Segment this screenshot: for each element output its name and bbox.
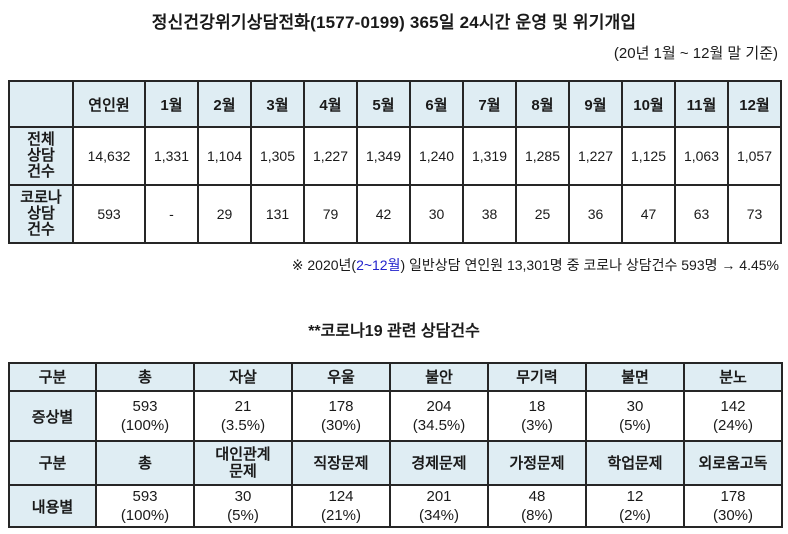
data-cell: 1,063 [674,126,729,186]
column-header-cell: 불면 [585,362,685,392]
data-cell: 79 [303,184,358,244]
data-cell: 178 (30%) [683,484,783,528]
page-title: 정신건강위기상담전화(1577-0199) 365일 24시간 운영 및 위기개… [151,13,637,32]
column-header-cell: 외로움고독 [683,440,783,486]
data-cell: 38 [462,184,517,244]
column-header-cell: 학업문제 [585,440,685,486]
column-header-cell: 7월 [462,80,517,128]
data-cell: 1,285 [515,126,570,186]
note-suffix: ) 일반상담 연인원 13,301명 중 코로나 상담건수 593명 → 4.4… [400,257,779,273]
column-header-cell: 6월 [409,80,464,128]
row-label-cell: 코로나 상담 건수 [8,184,74,244]
page-subtitle: (20년 1월 ~ 12월 말 기준) [613,45,778,62]
data-cell: 73 [727,184,782,244]
data-cell: 1,104 [197,126,252,186]
column-header-cell: 가정문제 [487,440,587,486]
data-cell: 1,227 [303,126,358,186]
column-header-cell: 우울 [291,362,391,392]
data-cell: 36 [568,184,623,244]
data-cell: 1,125 [621,126,676,186]
covid19-section-title: **코로나19 관련 상담건수 [308,323,480,340]
table-row: 내용별 593 (100%) 30 (5%) 124 (21%) 201 (34%) 48… [8,484,783,528]
column-header-cell: 9월 [568,80,623,128]
data-cell: 1,305 [250,126,305,186]
column-header-cell: 자살 [193,362,293,392]
covid19-counseling-table: 구분 총 자살 우울 불안 무기력 불면 분노 증상별 593 (100%) 21 (3.5%) 17… [8,362,783,528]
data-cell: 124 (21%) [291,484,391,528]
data-cell: 204 (34.5%) [389,390,489,442]
column-header-cell: 구분 [8,362,97,392]
data-cell: 201 (34%) [389,484,489,528]
data-cell: 593 (100%) [95,390,195,442]
column-header-cell: 구분 [8,440,97,486]
data-cell: 30 [409,184,464,244]
note-highlight-period: 2~12월 [356,257,401,273]
column-header-cell: 총 [95,362,195,392]
data-cell: 1,240 [409,126,464,186]
data-cell: 30 (5%) [585,390,685,442]
data-cell: 21 (3.5%) [193,390,293,442]
monthly-counseling-table: 연인원 1월 2월 3월 4월 5월 6월 7월 8월 9월 10월 11월 12월 전체 상담 건수 14… [8,80,782,244]
data-cell: - [144,184,199,244]
data-cell: 63 [674,184,729,244]
data-cell: 593 (100%) [95,484,195,528]
row-label-cell: 내용별 [8,484,97,528]
column-header-cell: 3월 [250,80,305,128]
row-label-cell: 증상별 [8,390,97,442]
column-header-cell: 대인관계 문제 [193,440,293,486]
data-cell: 25 [515,184,570,244]
data-cell: 42 [356,184,411,244]
data-cell: 1,227 [568,126,623,186]
table-row: 전체 상담 건수 14,632 1,331 1,104 1,305 1,227 1,349 1… [8,126,782,186]
column-header-cell: 불안 [389,362,489,392]
column-header-cell: 10월 [621,80,676,128]
column-header-cell: 분노 [683,362,783,392]
data-cell: 142 (24%) [683,390,783,442]
data-cell: 1,057 [727,126,782,186]
data-cell: 1,331 [144,126,199,186]
data-cell: 593 [72,184,146,244]
data-cell: 131 [250,184,305,244]
column-header-cell [8,80,74,128]
row-label-cell: 전체 상담 건수 [8,126,74,186]
column-header-cell: 1월 [144,80,199,128]
table-header-row: 구분 총 대인관계 문제 직장문제 경제문제 가정문제 학업문제 외로움고독 [8,440,783,486]
data-cell: 14,632 [72,126,146,186]
table-row: 코로나 상담 건수 593-29 131 79 42 30 38 25 36 47 63 73 [8,184,782,244]
column-header-cell: 5월 [356,80,411,128]
column-header-cell: 무기력 [487,362,587,392]
table-row: 증상별 593 (100%) 21 (3.5%) 178 (30%) 204 (34.5… [8,390,783,442]
data-cell: 48 (8%) [487,484,587,528]
column-header-cell: 연인원 [72,80,146,128]
column-header-cell: 8월 [515,80,570,128]
column-header-cell: 총 [95,440,195,486]
column-header-cell: 12월 [727,80,782,128]
table-header-row: 구분 총 자살 우울 불안 무기력 불면 분노 [8,362,783,392]
note-prefix: ※ 2020년( [291,257,357,273]
data-cell: 29 [197,184,252,244]
column-header-cell: 경제문제 [389,440,489,486]
column-header-cell: 2월 [197,80,252,128]
data-cell: 47 [621,184,676,244]
data-cell: 178 (30%) [291,390,391,442]
column-header-cell: 11월 [674,80,729,128]
data-cell: 18 (3%) [487,390,587,442]
column-header-cell: 4월 [303,80,358,128]
data-cell: 1,319 [462,126,517,186]
data-cell: 12 (2%) [585,484,685,528]
summary-note: ※ 2020년(2~12월) 일반상담 연인원 13,301명 중 코로나 상담… [0,255,788,275]
column-header-cell: 직장문제 [291,440,391,486]
data-cell: 1,349 [356,126,411,186]
table-header-row: 연인원 1월 2월 3월 4월 5월 6월 7월 8월 9월 10월 11월 12월 [8,80,782,128]
data-cell: 30 (5%) [193,484,293,528]
